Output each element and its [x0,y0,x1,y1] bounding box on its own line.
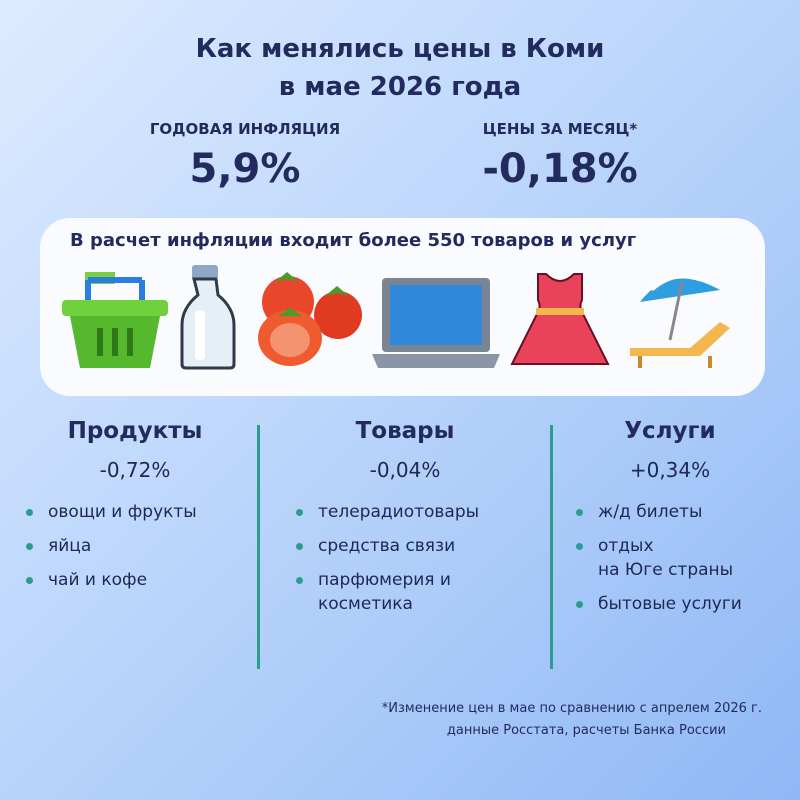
item: средства связи [290,534,520,558]
stat-value: 5,9% [189,146,301,192]
stat-label: ЦЕНЫ ЗА МЕСЯЦ* [482,120,638,138]
item-line: яйца [48,536,92,556]
item-line: отдых [598,536,654,556]
column-value: -0,04% [369,458,441,482]
dress-icon [510,273,610,365]
column-title: Услуги [624,418,716,444]
item-line: на Юге страны [598,560,734,580]
stat: ГОДОВАЯ ИНФЛЯЦИЯ 5,9% [85,120,405,192]
item-line: телерадиотовары [318,502,480,522]
basket-icon [62,272,168,368]
icons [62,265,730,370]
footnote-line: данные Росстата, расчеты Банка России [446,723,726,738]
title: Как менялись цены в Коми в мае 2026 года [0,30,800,106]
item-line: бытовые услуги [598,594,742,614]
column: Продукты -0,72% овощи и фрукты яйца чай и ко… [20,418,250,602]
column-value: +0,34% [629,458,711,482]
divider [257,425,260,669]
footnote: *Изменение цен в мае по сравнению с апре… [382,698,762,742]
milk-icon [180,265,236,370]
item-line: чай и кофе [48,570,148,590]
item: чай и кофе [20,568,250,592]
title-line: Как менялись цены в Коми [195,34,605,64]
item: бытовые услуги [570,592,770,616]
item-list: телерадиотовары средства связи парфюмерия … [290,500,520,616]
tomato-icon [258,272,362,366]
footnote-line: *Изменение цен в мае по сравнению с апре… [381,701,762,716]
laptop-icon [372,278,500,368]
banner-text: В расчет инфляции входит более 550 товар… [70,230,637,251]
column-title: Товары [355,418,455,444]
item-line: ж/д билеты [598,502,703,522]
item-line: овощи и фрукты [48,502,197,522]
item: отдых на Юге страны [570,534,770,582]
item: телерадиотовары [290,500,520,524]
item-line: средства связи [318,536,456,556]
item-list: ж/д билеты отдых на Юге страны бытовые услу… [570,500,770,616]
item-line: парфюмерия и [318,570,451,590]
item: овощи и фрукты [20,500,250,524]
column-title: Продукты [67,418,203,444]
column: Товары -0,04% телерадиотовары средства связ… [290,418,520,626]
item: парфюмерия и косметика [290,568,520,616]
beach-icon [630,275,730,368]
divider [550,425,553,669]
stat-value: -0,18% [482,146,638,192]
column-value: -0,72% [99,458,171,482]
stat: ЦЕНЫ ЗА МЕСЯЦ* -0,18% [400,120,720,192]
title-line: в мае 2026 года [278,72,522,102]
item: яйца [20,534,250,558]
stat-label: ГОДОВАЯ ИНФЛЯЦИЯ [149,120,341,138]
item: ж/д билеты [570,500,770,524]
item-list: овощи и фрукты яйца чай и кофе [20,500,250,592]
column: Услуги +0,34% ж/д билеты отдых на Юге страны… [570,418,770,626]
item-line: косметика [318,594,413,614]
